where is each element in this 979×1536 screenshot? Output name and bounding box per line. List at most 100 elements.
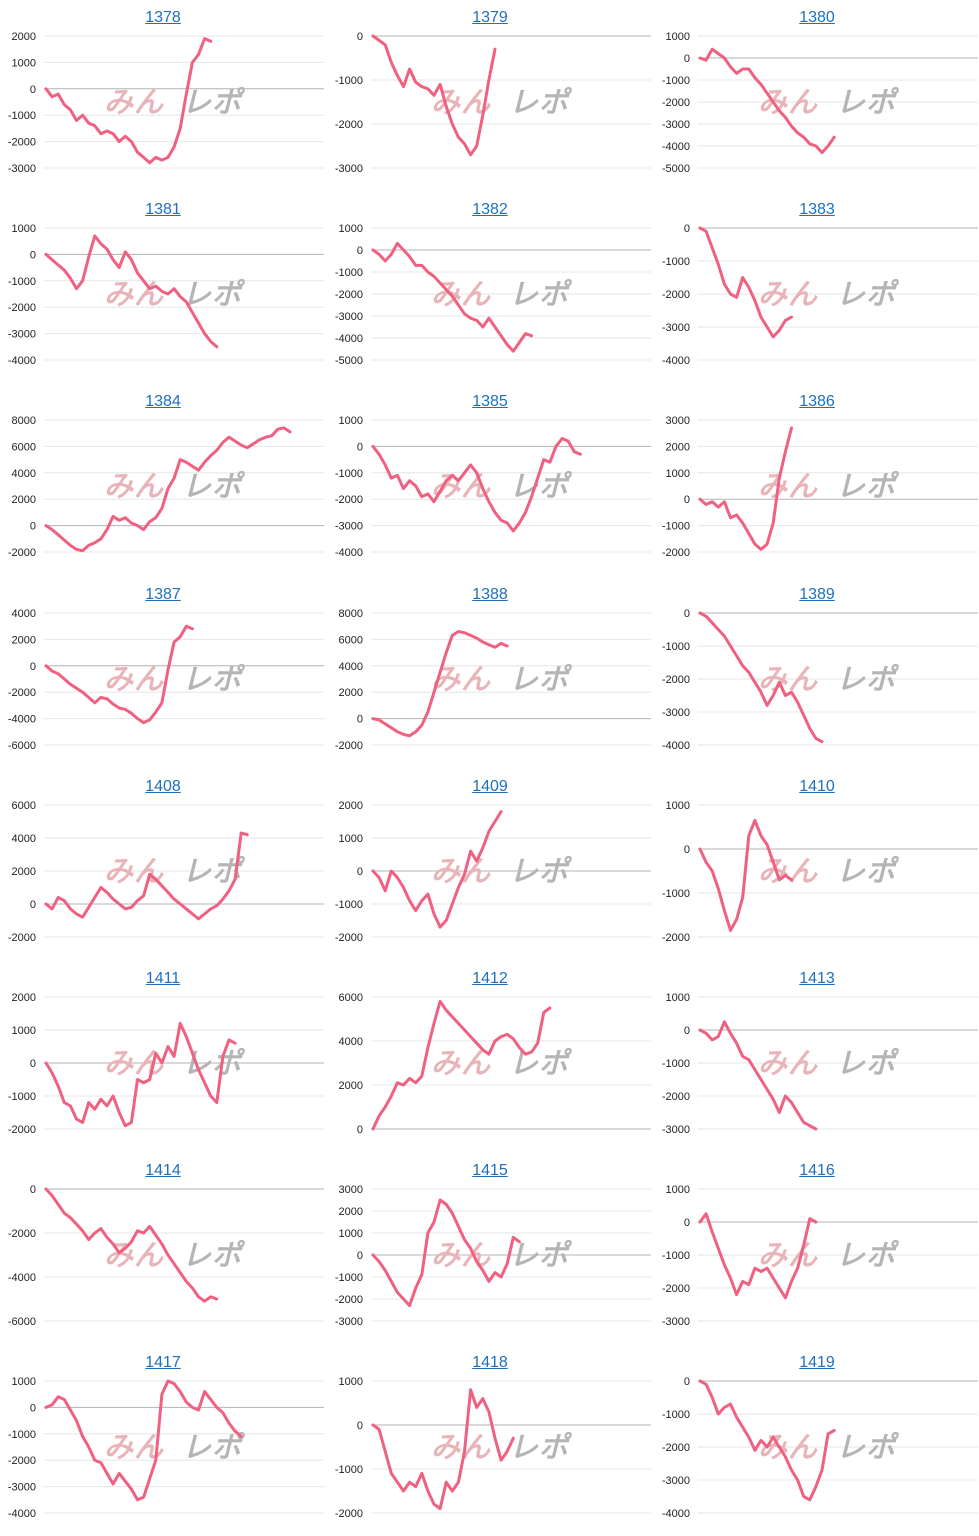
y-tick-label: -2000 bbox=[8, 1456, 36, 1468]
chart-svg: 1000 0 -1000 -2000 -3000 -4000 みん レポ bbox=[335, 415, 651, 559]
y-tick-label: 1000 bbox=[12, 1376, 36, 1388]
y-tick-label: -1000 bbox=[662, 521, 690, 533]
y-tick-label: -2000 bbox=[662, 674, 690, 686]
chart-title-link[interactable]: 1388 bbox=[472, 585, 508, 603]
series-line bbox=[371, 1198, 521, 1308]
y-tick-label: 2000 bbox=[339, 800, 363, 812]
y-tick-label: 2000 bbox=[12, 634, 36, 646]
chart-title-link[interactable]: 1411 bbox=[145, 970, 181, 987]
y-tick-label: -2000 bbox=[8, 547, 36, 559]
y-tick-label: -2000 bbox=[8, 687, 36, 699]
series-line bbox=[44, 37, 213, 165]
chart-title-link[interactable]: 1415 bbox=[472, 1162, 508, 1180]
chart-title-link[interactable]: 1384 bbox=[145, 393, 181, 411]
y-tick-label: 1000 bbox=[339, 415, 363, 427]
y-tick-label: -1000 bbox=[662, 888, 690, 900]
chart-panel: 1414 0 -2000 -4000 -6000 みん レポ bbox=[0, 1153, 326, 1344]
watermark: みん レポ bbox=[758, 85, 900, 119]
y-tick-label: -2000 bbox=[335, 932, 363, 944]
chart-panel: 1378 2000 1000 0 -1000 -2000 -3000 みん レポ bbox=[0, 0, 326, 191]
watermark: みん レポ bbox=[758, 469, 900, 503]
y-tick-label: 2000 bbox=[12, 495, 36, 507]
series-line bbox=[371, 1388, 515, 1511]
y-tick-label: 0 bbox=[357, 1124, 363, 1136]
y-tick-label: 1000 bbox=[339, 833, 363, 845]
y-tick-label: 3000 bbox=[666, 415, 690, 427]
chart-title-link[interactable]: 1417 bbox=[145, 1354, 181, 1372]
series-line bbox=[44, 1187, 219, 1303]
chart-svg: 1000 0 -1000 -2000 -3000 -4000 -5000 みん レポ bbox=[662, 31, 978, 175]
y-tick-label: 0 bbox=[30, 899, 36, 911]
y-tick-label: 2000 bbox=[12, 866, 36, 878]
y-tick-label: 1000 bbox=[666, 468, 690, 480]
y-tick-label: 8000 bbox=[339, 608, 363, 620]
chart-title-link[interactable]: 1409 bbox=[472, 777, 508, 795]
series-line bbox=[44, 426, 292, 553]
chart-panel: 1413 1000 0 -1000 -2000 -3000 みん レポ bbox=[654, 961, 979, 1152]
chart-title-link[interactable]: 1419 bbox=[799, 1354, 835, 1372]
y-tick-label: -2000 bbox=[335, 1508, 363, 1520]
chart-title-link[interactable]: 1412 bbox=[472, 970, 508, 987]
chart-panel: 1379 0 -1000 -2000 -3000 みん レポ bbox=[327, 0, 653, 191]
chart-title-link[interactable]: 1413 bbox=[799, 970, 835, 987]
y-tick-label: -2000 bbox=[662, 97, 690, 109]
y-tick-label: 0 bbox=[30, 1184, 36, 1196]
chart-svg: 6000 4000 2000 0 みん レポ bbox=[339, 992, 651, 1136]
chart-title-link[interactable]: 1416 bbox=[799, 1162, 835, 1180]
chart-title-link[interactable]: 1382 bbox=[472, 201, 508, 219]
watermark: みん レポ bbox=[758, 277, 900, 311]
y-tick-label: -2000 bbox=[662, 289, 690, 301]
y-tick-label: -6000 bbox=[8, 1316, 36, 1328]
chart-title-link[interactable]: 1385 bbox=[472, 393, 508, 411]
chart-panel: 1383 0 -1000 -2000 -3000 -4000 みん レポ bbox=[654, 192, 979, 383]
watermark: みん レポ bbox=[758, 1046, 900, 1080]
chart-panel: 1411 2000 1000 0 -1000 -2000 みん レポ bbox=[0, 961, 326, 1152]
series-line bbox=[698, 611, 824, 743]
y-tick-label: -2000 bbox=[335, 1294, 363, 1306]
chart-title-link[interactable]: 1408 bbox=[145, 777, 181, 795]
y-tick-label: -1000 bbox=[335, 1272, 363, 1284]
chart-svg: 1000 0 -1000 -2000 -3000 みん レポ bbox=[662, 1184, 978, 1328]
y-tick-label: 1000 bbox=[666, 800, 690, 812]
chart-title-link[interactable]: 1378 bbox=[145, 9, 181, 26]
chart-panel: 1416 1000 0 -1000 -2000 -3000 みん レポ bbox=[654, 1153, 979, 1344]
series-line bbox=[44, 234, 219, 349]
y-tick-label: -3000 bbox=[335, 163, 363, 175]
y-tick-label: 0 bbox=[30, 1403, 36, 1415]
watermark: みん レポ bbox=[431, 1430, 573, 1464]
chart-title-link[interactable]: 1387 bbox=[145, 585, 181, 603]
chart-svg: 6000 4000 2000 0 -2000 みん レポ bbox=[8, 800, 324, 944]
y-tick-label: 0 bbox=[684, 1025, 690, 1037]
chart-title-link[interactable]: 1410 bbox=[799, 777, 835, 795]
chart-panel: 1384 8000 6000 4000 2000 0 -2000 みん レポ bbox=[0, 384, 326, 575]
chart-panel: 1415 3000 2000 1000 0 -1000 -2000 -3000 みん レポ bbox=[327, 1153, 653, 1344]
series-line bbox=[44, 624, 194, 724]
y-tick-label: 0 bbox=[684, 844, 690, 856]
chart-title-link[interactable]: 1379 bbox=[472, 9, 508, 26]
y-tick-label: -4000 bbox=[8, 713, 36, 725]
chart-title-link[interactable]: 1383 bbox=[799, 201, 835, 219]
chart-title-link[interactable]: 1381 bbox=[145, 201, 181, 219]
chart-title-link[interactable]: 1389 bbox=[799, 585, 835, 603]
y-tick-label: -5000 bbox=[335, 355, 363, 367]
watermark: みん レポ bbox=[431, 1238, 573, 1272]
chart-title-link[interactable]: 1380 bbox=[799, 9, 835, 26]
chart-panel: 1381 1000 0 -1000 -2000 -3000 -4000 みん レポ bbox=[0, 192, 326, 383]
chart-title-link[interactable]: 1418 bbox=[472, 1354, 508, 1372]
y-tick-label: 1000 bbox=[12, 1025, 36, 1037]
y-tick-label: -3000 bbox=[662, 119, 690, 131]
y-tick-label: -1000 bbox=[662, 75, 690, 87]
y-tick-label: 2000 bbox=[339, 1080, 363, 1092]
chart-title-link[interactable]: 1414 bbox=[145, 1162, 181, 1180]
y-tick-label: -1000 bbox=[8, 1091, 36, 1103]
series-line bbox=[698, 226, 793, 339]
series-line bbox=[371, 809, 503, 929]
y-tick-label: -2000 bbox=[662, 1283, 690, 1295]
y-tick-label: 0 bbox=[357, 442, 363, 454]
y-tick-label: -3000 bbox=[335, 521, 363, 533]
chart-title-link[interactable]: 1386 bbox=[799, 393, 835, 411]
y-tick-label: 6000 bbox=[12, 442, 36, 454]
y-tick-label: -3000 bbox=[8, 1482, 36, 1494]
watermark: みん レポ bbox=[104, 1430, 246, 1464]
series-line bbox=[371, 437, 582, 533]
